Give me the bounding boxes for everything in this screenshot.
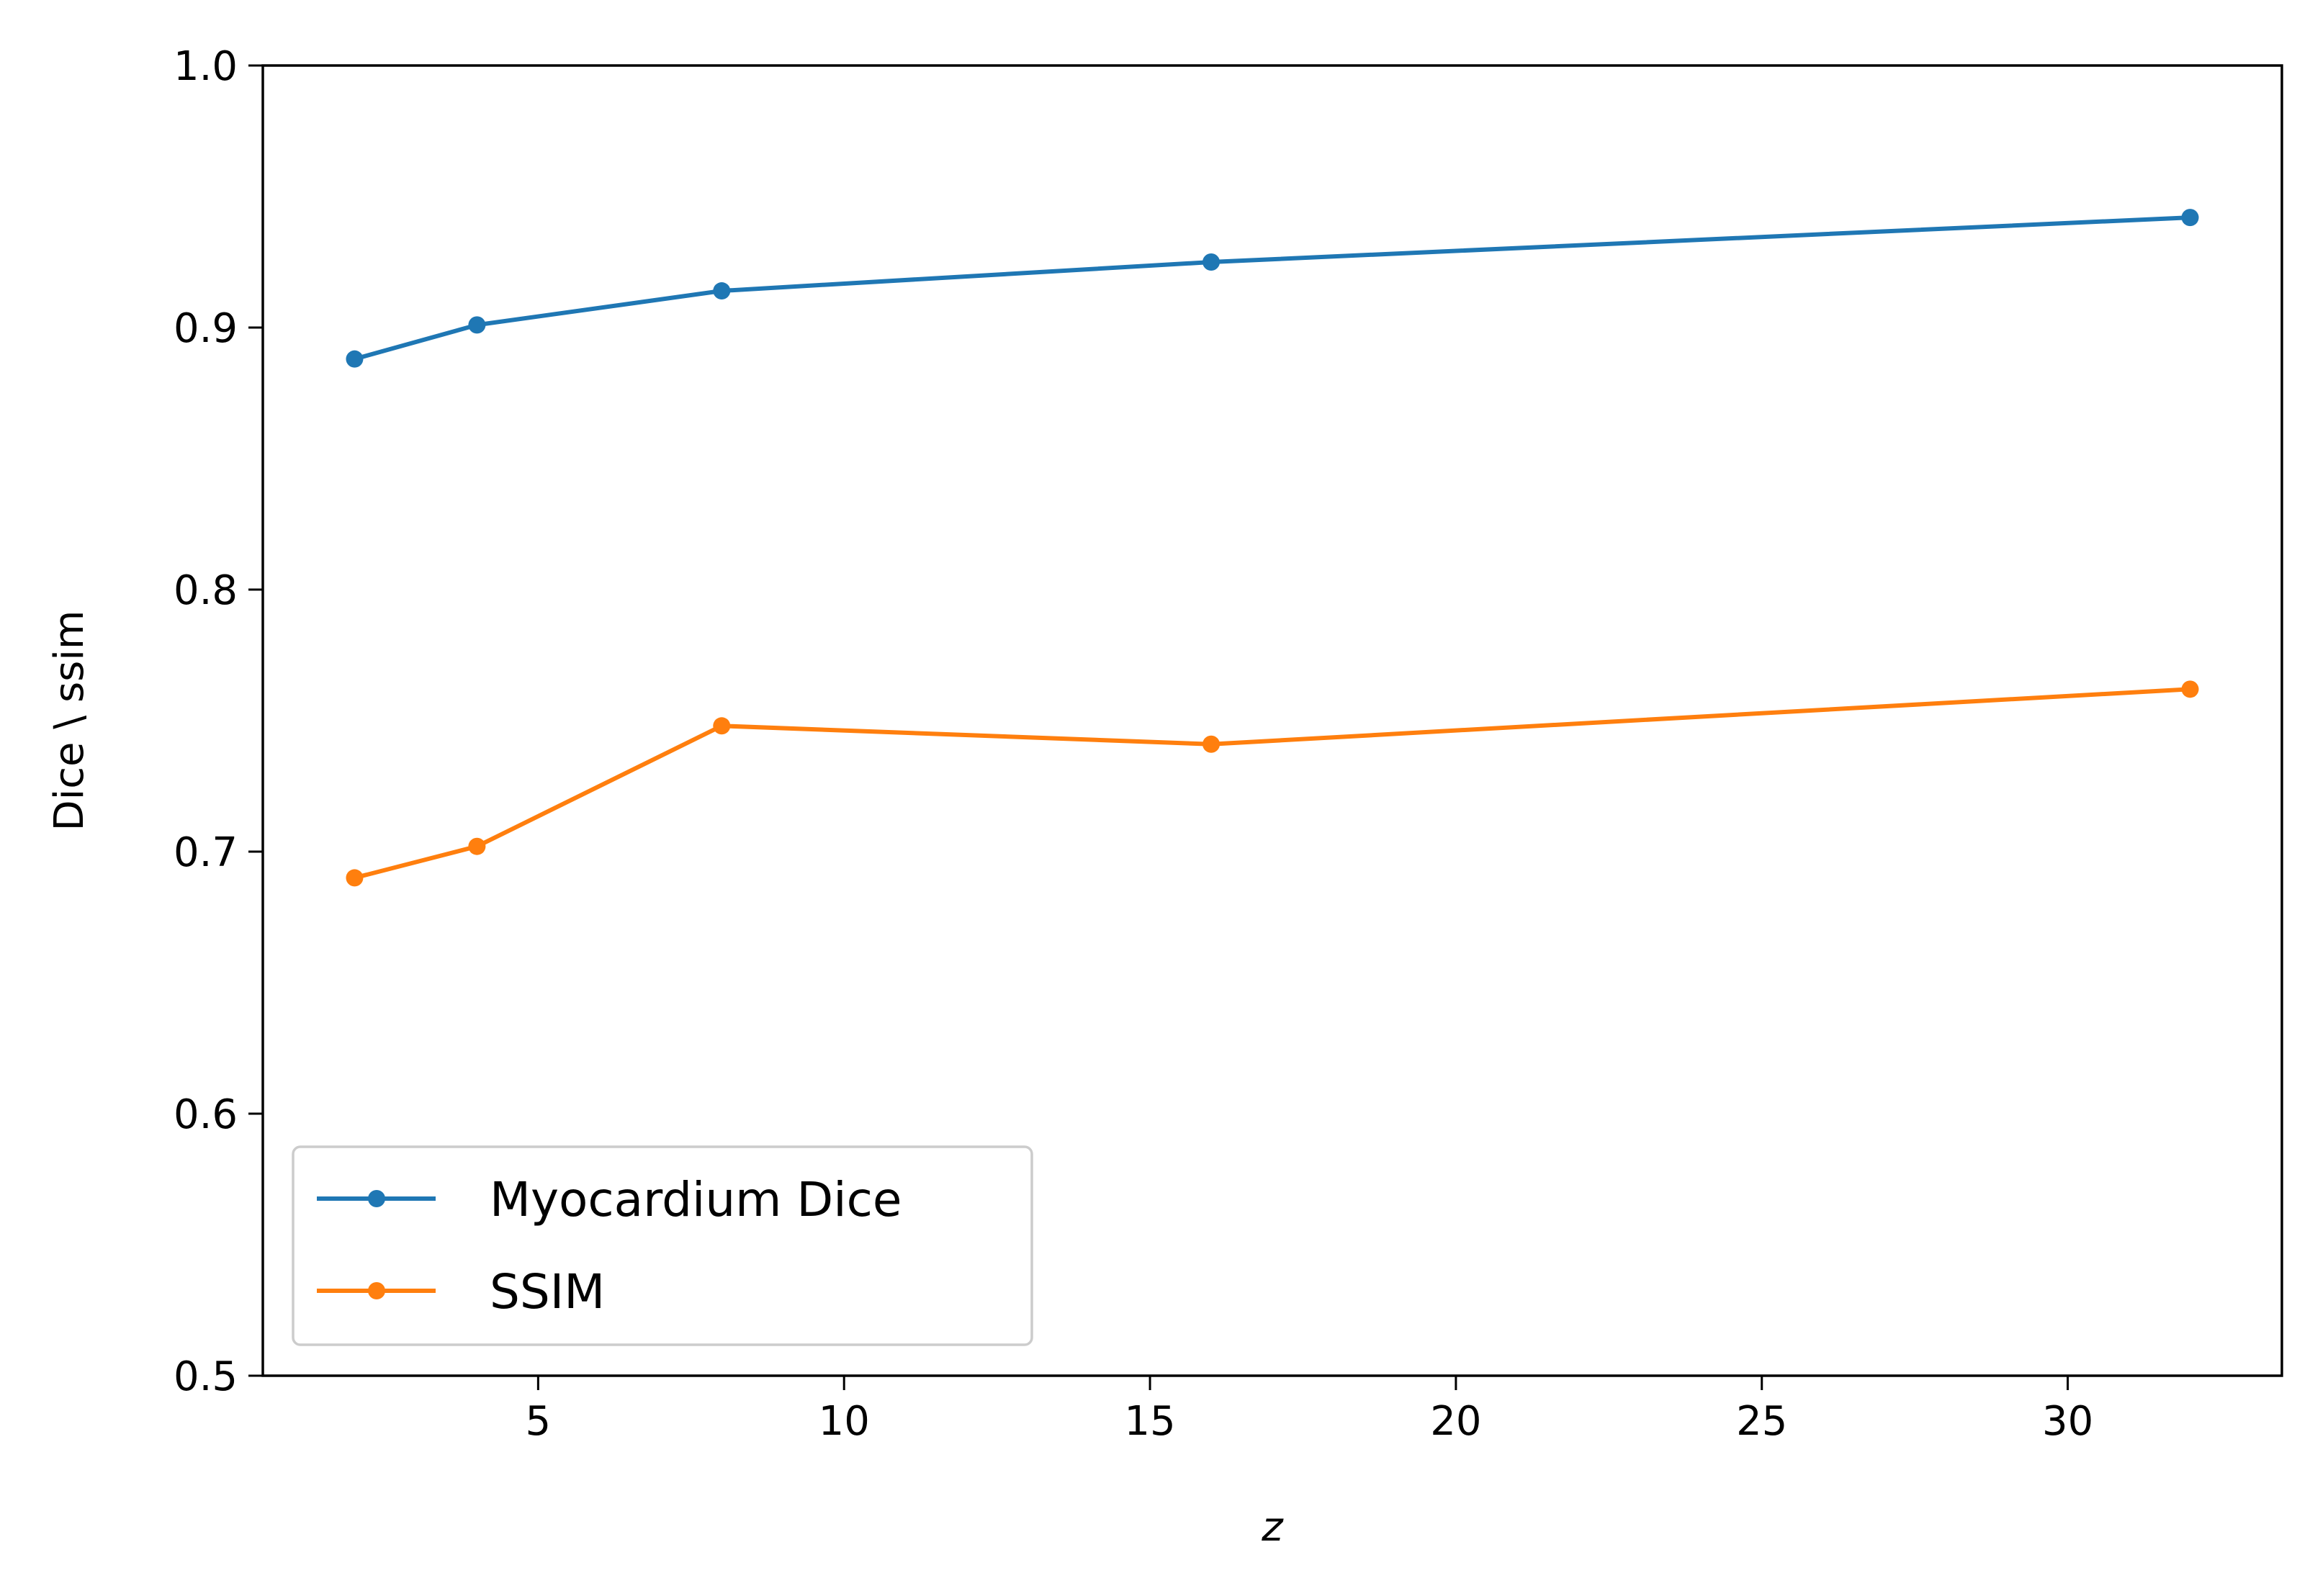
- y-tick-label: 0.7: [174, 829, 238, 876]
- data-point: [1203, 735, 1221, 753]
- legend-label-ssim: SSIM: [490, 1264, 605, 1320]
- series-layer: [346, 209, 2199, 887]
- y-tick-label: 0.8: [174, 567, 238, 614]
- x-tick-label: 25: [1736, 1398, 1787, 1445]
- y-tick-label: 0.9: [174, 305, 238, 352]
- x-axis-ticks: 5 10 15 20 25 30: [526, 1376, 2093, 1445]
- y-axis-label: Dice \ ssim: [46, 610, 93, 831]
- x-tick-label: 30: [2042, 1398, 2093, 1445]
- data-point: [1203, 253, 1221, 271]
- y-tick-label: 0.6: [174, 1091, 238, 1138]
- plot-frame: [261, 64, 2283, 1377]
- x-tick-label: 15: [1124, 1398, 1175, 1445]
- data-point: [713, 282, 731, 300]
- data-point: [2181, 209, 2199, 227]
- data-point: [2181, 680, 2199, 698]
- data-point: [468, 837, 486, 855]
- legend-label-dice: Myocardium Dice: [490, 1172, 902, 1227]
- data-point: [713, 717, 731, 735]
- x-tick-label: 5: [526, 1398, 552, 1445]
- data-point: [468, 316, 486, 334]
- y-tick-label: 0.5: [174, 1353, 238, 1400]
- legend-entry-ssim: SSIM: [317, 1264, 605, 1320]
- x-tick-label: 10: [819, 1398, 870, 1445]
- legend-entry-dice: Myocardium Dice: [317, 1172, 902, 1227]
- data-point: [346, 869, 364, 887]
- legend: Myocardium Dice SSIM: [292, 1145, 1033, 1346]
- y-axis-ticks: 0.5 0.6 0.7 0.8 0.9 1.0: [174, 43, 263, 1400]
- legend-box: [292, 1145, 1033, 1346]
- legend-swatch-marker: [368, 1190, 385, 1207]
- data-point: [346, 350, 364, 368]
- legend-swatch-marker: [368, 1282, 385, 1299]
- x-axis-label: z: [1261, 1504, 1284, 1551]
- x-tick-label: 20: [1430, 1398, 1481, 1445]
- y-tick-label: 1.0: [174, 43, 238, 90]
